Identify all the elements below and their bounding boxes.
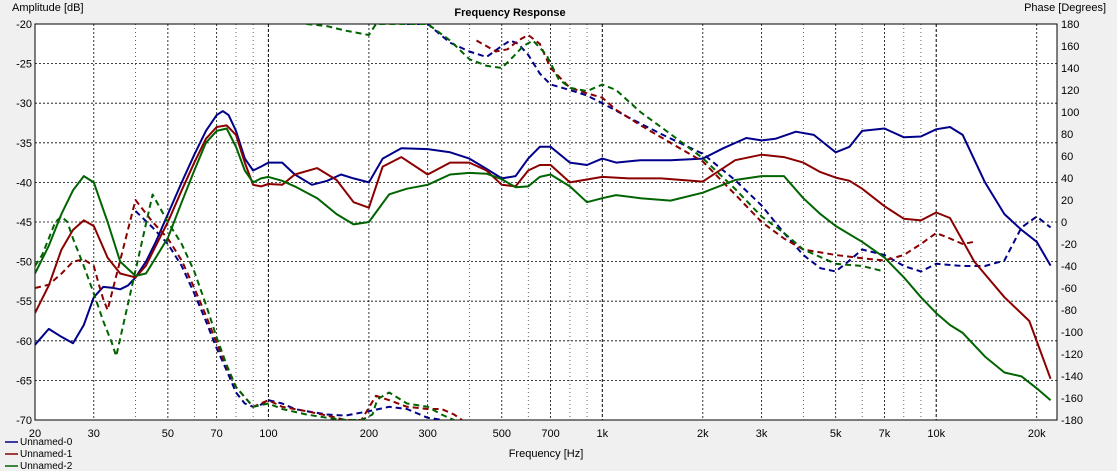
plot-area bbox=[34, 23, 1058, 421]
x-tick-label: 1k bbox=[596, 428, 608, 440]
grid bbox=[34, 23, 1057, 421]
legend-label-1: Unnamed-1 bbox=[20, 449, 73, 460]
series-Unnamed-0 bbox=[35, 24, 1052, 420]
y2-tick-label: -180 bbox=[1061, 415, 1083, 427]
legend-label-2: Unnamed-2 bbox=[20, 461, 73, 471]
series-layer bbox=[35, 24, 1052, 420]
y-tick-label: -20 bbox=[16, 19, 32, 31]
amplitude-line-Unnamed-2 bbox=[35, 127, 1052, 401]
tick-labels: 20 30 50 70 100 200 300 500 700 1k 2k 3k 5k 7k 10k 20k-… bbox=[16, 19, 1083, 440]
x-tick-label: 2k bbox=[697, 428, 709, 440]
chart-title: Frequency Response bbox=[454, 7, 565, 19]
y2-tick-label: 100 bbox=[1061, 107, 1079, 119]
y2-tick-label: -140 bbox=[1061, 371, 1083, 383]
y-tick-label: -45 bbox=[16, 217, 32, 229]
y2-tick-label: 120 bbox=[1061, 85, 1079, 97]
phase-line-Unnamed-1 bbox=[35, 34, 975, 420]
y-tick-label: -25 bbox=[16, 59, 32, 71]
x-tick-label: 7k bbox=[879, 428, 891, 440]
x-tick-label: 30 bbox=[88, 428, 100, 440]
x-axis-title: Frequency [Hz] bbox=[509, 448, 584, 460]
y-tick-label: -35 bbox=[16, 138, 32, 150]
y2-tick-label: -20 bbox=[1061, 239, 1077, 251]
series-Unnamed-1 bbox=[35, 34, 1052, 420]
x-tick-label: 3k bbox=[756, 428, 768, 440]
x-tick-label: 20k bbox=[1028, 428, 1046, 440]
y-tick-label: -60 bbox=[16, 336, 32, 348]
x-tick-label: 10k bbox=[927, 428, 945, 440]
y2-tick-label: 40 bbox=[1061, 173, 1073, 185]
y2-tick-label: 0 bbox=[1061, 217, 1067, 229]
x-tick-label: 70 bbox=[211, 428, 223, 440]
y2-tick-label: -40 bbox=[1061, 261, 1077, 273]
y2-tick-label: 20 bbox=[1061, 195, 1073, 207]
y2-tick-label: 140 bbox=[1061, 63, 1079, 75]
series-Unnamed-2 bbox=[35, 24, 1052, 420]
x-tick-label: 700 bbox=[541, 428, 559, 440]
x-tick-label: 300 bbox=[419, 428, 437, 440]
y2-tick-label: 180 bbox=[1061, 19, 1079, 31]
y-tick-label: -55 bbox=[16, 296, 32, 308]
y2-tick-label: -80 bbox=[1061, 305, 1077, 317]
x-tick-label: 5k bbox=[830, 428, 842, 440]
y-tick-label: -40 bbox=[16, 177, 32, 189]
y2-tick-label: -60 bbox=[1061, 283, 1077, 295]
y-tick-label: -30 bbox=[16, 98, 32, 110]
amplitude-line-Unnamed-1 bbox=[35, 124, 1052, 380]
y2-axis-title: Phase [Degrees] bbox=[1024, 2, 1106, 14]
amplitude-line-Unnamed-0 bbox=[35, 110, 1052, 346]
x-tick-label: 100 bbox=[259, 428, 277, 440]
y2-tick-label: 160 bbox=[1061, 41, 1079, 53]
phase-line-Unnamed-0 bbox=[134, 24, 1052, 420]
x-tick-label: 20 bbox=[29, 428, 41, 440]
y2-tick-label: -120 bbox=[1061, 349, 1083, 361]
legend: Unnamed-0 Unnamed-1 Unnamed-2 bbox=[5, 437, 73, 471]
x-tick-label: 500 bbox=[493, 428, 511, 440]
x-tick-label: 200 bbox=[360, 428, 378, 440]
y2-tick-label: 80 bbox=[1061, 129, 1073, 141]
y-axis-title: Amplitude [dB] bbox=[12, 2, 84, 14]
y-tick-label: -50 bbox=[16, 257, 32, 269]
x-tick-label: 50 bbox=[162, 428, 174, 440]
y-tick-label: -70 bbox=[16, 415, 32, 427]
legend-label-0: Unnamed-0 bbox=[20, 437, 73, 448]
y-tick-label: -65 bbox=[16, 375, 32, 387]
phase-line-Unnamed-2 bbox=[35, 24, 885, 420]
y2-tick-label: 60 bbox=[1061, 151, 1073, 163]
y2-tick-label: -160 bbox=[1061, 393, 1083, 405]
y2-tick-label: -100 bbox=[1061, 327, 1083, 339]
